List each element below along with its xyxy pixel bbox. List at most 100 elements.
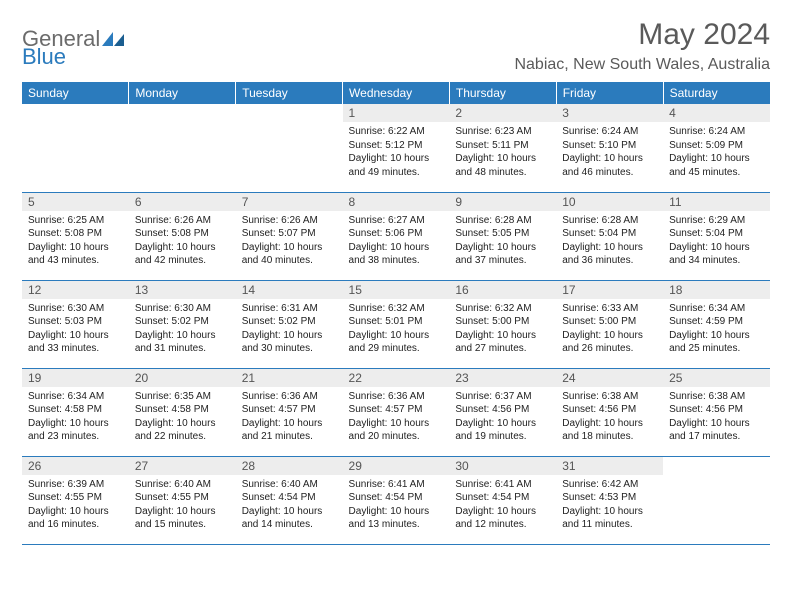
calendar-cell: 7Sunrise: 6:26 AMSunset: 5:07 PMDaylight… (236, 192, 343, 280)
title-block: May 2024 Nabiac, New South Wales, Austra… (514, 18, 770, 74)
day-details: Sunrise: 6:28 AMSunset: 5:05 PMDaylight:… (449, 211, 556, 271)
calendar-cell: 5Sunrise: 6:25 AMSunset: 5:08 PMDaylight… (22, 192, 129, 280)
calendar-cell: 15Sunrise: 6:32 AMSunset: 5:01 PMDayligh… (343, 280, 450, 368)
calendar-cell: 16Sunrise: 6:32 AMSunset: 5:00 PMDayligh… (449, 280, 556, 368)
day-details: Sunrise: 6:31 AMSunset: 5:02 PMDaylight:… (236, 299, 343, 359)
calendar-cell: 6Sunrise: 6:26 AMSunset: 5:08 PMDaylight… (129, 192, 236, 280)
calendar-cell: 14Sunrise: 6:31 AMSunset: 5:02 PMDayligh… (236, 280, 343, 368)
day-details: Sunrise: 6:30 AMSunset: 5:02 PMDaylight:… (129, 299, 236, 359)
calendar-week: 26Sunrise: 6:39 AMSunset: 4:55 PMDayligh… (22, 456, 770, 544)
day-number: 25 (663, 369, 770, 387)
calendar-cell: 23Sunrise: 6:37 AMSunset: 4:56 PMDayligh… (449, 368, 556, 456)
day-details: Sunrise: 6:23 AMSunset: 5:11 PMDaylight:… (449, 122, 556, 182)
day-details: Sunrise: 6:37 AMSunset: 4:56 PMDaylight:… (449, 387, 556, 447)
calendar-table: SundayMondayTuesdayWednesdayThursdayFrid… (22, 82, 770, 545)
calendar-cell: 29Sunrise: 6:41 AMSunset: 4:54 PMDayligh… (343, 456, 450, 544)
day-details: Sunrise: 6:30 AMSunset: 5:03 PMDaylight:… (22, 299, 129, 359)
calendar-cell: 20Sunrise: 6:35 AMSunset: 4:58 PMDayligh… (129, 368, 236, 456)
calendar-cell: 19Sunrise: 6:34 AMSunset: 4:58 PMDayligh… (22, 368, 129, 456)
day-details: Sunrise: 6:28 AMSunset: 5:04 PMDaylight:… (556, 211, 663, 271)
day-header: Tuesday (236, 82, 343, 104)
calendar-week: 1Sunrise: 6:22 AMSunset: 5:12 PMDaylight… (22, 104, 770, 192)
day-details: Sunrise: 6:24 AMSunset: 5:10 PMDaylight:… (556, 122, 663, 182)
logo-text-2: Blue (22, 44, 66, 70)
day-details: Sunrise: 6:27 AMSunset: 5:06 PMDaylight:… (343, 211, 450, 271)
month-title: May 2024 (514, 18, 770, 52)
day-number: 15 (343, 281, 450, 299)
day-details: Sunrise: 6:32 AMSunset: 5:01 PMDaylight:… (343, 299, 450, 359)
day-number: 20 (129, 369, 236, 387)
day-number: 13 (129, 281, 236, 299)
calendar-cell: 3Sunrise: 6:24 AMSunset: 5:10 PMDaylight… (556, 104, 663, 192)
day-details: Sunrise: 6:34 AMSunset: 4:58 PMDaylight:… (22, 387, 129, 447)
calendar-cell: 13Sunrise: 6:30 AMSunset: 5:02 PMDayligh… (129, 280, 236, 368)
calendar-cell (236, 104, 343, 192)
day-details: Sunrise: 6:38 AMSunset: 4:56 PMDaylight:… (556, 387, 663, 447)
day-number: 18 (663, 281, 770, 299)
calendar-week: 19Sunrise: 6:34 AMSunset: 4:58 PMDayligh… (22, 368, 770, 456)
calendar-cell (129, 104, 236, 192)
day-number: 19 (22, 369, 129, 387)
calendar-cell: 4Sunrise: 6:24 AMSunset: 5:09 PMDaylight… (663, 104, 770, 192)
day-number: 8 (343, 193, 450, 211)
calendar-cell: 1Sunrise: 6:22 AMSunset: 5:12 PMDaylight… (343, 104, 450, 192)
calendar-cell: 12Sunrise: 6:30 AMSunset: 5:03 PMDayligh… (22, 280, 129, 368)
calendar-cell (663, 456, 770, 544)
day-header: Saturday (663, 82, 770, 104)
day-number: 16 (449, 281, 556, 299)
calendar-cell: 30Sunrise: 6:41 AMSunset: 4:54 PMDayligh… (449, 456, 556, 544)
day-header: Friday (556, 82, 663, 104)
day-details: Sunrise: 6:36 AMSunset: 4:57 PMDaylight:… (236, 387, 343, 447)
day-number: 5 (22, 193, 129, 211)
calendar-cell: 27Sunrise: 6:40 AMSunset: 4:55 PMDayligh… (129, 456, 236, 544)
day-number: 31 (556, 457, 663, 475)
day-details: Sunrise: 6:38 AMSunset: 4:56 PMDaylight:… (663, 387, 770, 447)
calendar-cell: 10Sunrise: 6:28 AMSunset: 5:04 PMDayligh… (556, 192, 663, 280)
day-number: 4 (663, 104, 770, 122)
day-details: Sunrise: 6:33 AMSunset: 5:00 PMDaylight:… (556, 299, 663, 359)
day-details: Sunrise: 6:39 AMSunset: 4:55 PMDaylight:… (22, 475, 129, 535)
day-number: 1 (343, 104, 450, 122)
day-header: Sunday (22, 82, 129, 104)
calendar-body: 1Sunrise: 6:22 AMSunset: 5:12 PMDaylight… (22, 104, 770, 544)
calendar-cell: 11Sunrise: 6:29 AMSunset: 5:04 PMDayligh… (663, 192, 770, 280)
calendar-cell: 21Sunrise: 6:36 AMSunset: 4:57 PMDayligh… (236, 368, 343, 456)
day-details: Sunrise: 6:29 AMSunset: 5:04 PMDaylight:… (663, 211, 770, 271)
calendar-cell (22, 104, 129, 192)
day-number: 3 (556, 104, 663, 122)
day-number: 9 (449, 193, 556, 211)
calendar-cell: 25Sunrise: 6:38 AMSunset: 4:56 PMDayligh… (663, 368, 770, 456)
day-details: Sunrise: 6:24 AMSunset: 5:09 PMDaylight:… (663, 122, 770, 182)
day-number: 27 (129, 457, 236, 475)
day-number: 7 (236, 193, 343, 211)
day-details: Sunrise: 6:26 AMSunset: 5:07 PMDaylight:… (236, 211, 343, 271)
calendar-cell: 9Sunrise: 6:28 AMSunset: 5:05 PMDaylight… (449, 192, 556, 280)
day-details: Sunrise: 6:40 AMSunset: 4:54 PMDaylight:… (236, 475, 343, 535)
day-header: Thursday (449, 82, 556, 104)
day-details: Sunrise: 6:26 AMSunset: 5:08 PMDaylight:… (129, 211, 236, 271)
day-number: 26 (22, 457, 129, 475)
day-number: 28 (236, 457, 343, 475)
calendar-cell: 17Sunrise: 6:33 AMSunset: 5:00 PMDayligh… (556, 280, 663, 368)
day-details: Sunrise: 6:35 AMSunset: 4:58 PMDaylight:… (129, 387, 236, 447)
day-number: 29 (343, 457, 450, 475)
day-number: 17 (556, 281, 663, 299)
day-header-row: SundayMondayTuesdayWednesdayThursdayFrid… (22, 82, 770, 104)
day-details: Sunrise: 6:36 AMSunset: 4:57 PMDaylight:… (343, 387, 450, 447)
day-details: Sunrise: 6:32 AMSunset: 5:00 PMDaylight:… (449, 299, 556, 359)
calendar-cell: 8Sunrise: 6:27 AMSunset: 5:06 PMDaylight… (343, 192, 450, 280)
day-number: 6 (129, 193, 236, 211)
day-header: Wednesday (343, 82, 450, 104)
logo-sail-icon (102, 32, 124, 46)
day-number: 21 (236, 369, 343, 387)
calendar-cell: 22Sunrise: 6:36 AMSunset: 4:57 PMDayligh… (343, 368, 450, 456)
day-details: Sunrise: 6:22 AMSunset: 5:12 PMDaylight:… (343, 122, 450, 182)
calendar-cell: 26Sunrise: 6:39 AMSunset: 4:55 PMDayligh… (22, 456, 129, 544)
day-number: 14 (236, 281, 343, 299)
day-number: 11 (663, 193, 770, 211)
calendar-week: 12Sunrise: 6:30 AMSunset: 5:03 PMDayligh… (22, 280, 770, 368)
calendar-cell: 31Sunrise: 6:42 AMSunset: 4:53 PMDayligh… (556, 456, 663, 544)
day-number: 30 (449, 457, 556, 475)
day-number: 2 (449, 104, 556, 122)
location: Nabiac, New South Wales, Australia (514, 56, 770, 74)
